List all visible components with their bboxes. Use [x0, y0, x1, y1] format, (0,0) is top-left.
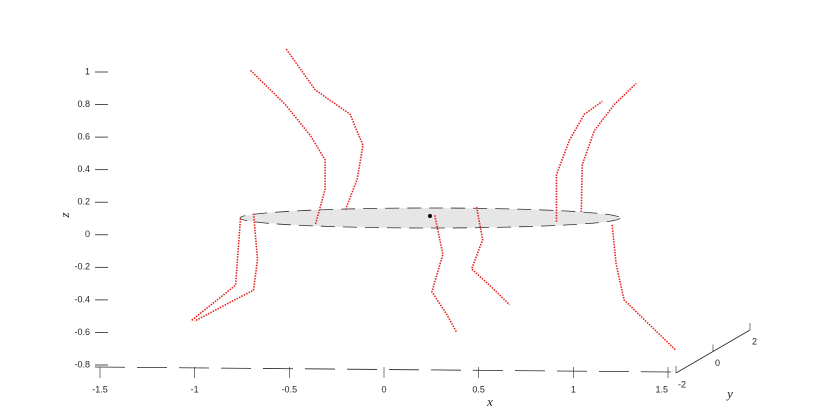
curve — [580, 82, 637, 213]
y-tick-label: 2 — [752, 336, 757, 346]
curve — [194, 213, 259, 322]
z-tick-label: -0.6 — [74, 327, 90, 337]
curve — [555, 100, 603, 222]
center-dot — [428, 214, 432, 218]
z-tick-label: -0.2 — [74, 262, 90, 272]
curve — [249, 69, 326, 226]
curve — [285, 48, 364, 211]
x-label: x — [486, 394, 493, 409]
x-tick-label: -1 — [191, 384, 199, 394]
z-tick-label: -0.8 — [74, 359, 90, 369]
z-tick-label: 0.8 — [77, 99, 90, 109]
curve — [611, 224, 677, 351]
x-tick-label: 1 — [571, 384, 576, 394]
x-axis — [94, 366, 673, 373]
z-tick-label: 1 — [85, 66, 90, 76]
z-tick-label: 0.2 — [77, 197, 90, 207]
z-label: z — [57, 212, 72, 218]
z-tick-label: -0.4 — [74, 294, 90, 304]
x-tick-label: 1.5 — [655, 384, 668, 394]
x-tick-label: -0.5 — [282, 384, 298, 394]
y-tick-label: -2 — [678, 379, 686, 389]
z-tick-label: 0.4 — [77, 164, 90, 174]
y-label: y — [725, 386, 733, 401]
x-tick-label: 0 — [381, 384, 386, 394]
x-tick-label: -1.5 — [92, 384, 108, 394]
curve — [190, 218, 242, 322]
curve — [431, 215, 458, 333]
curve — [470, 206, 511, 306]
z-tick-label: 0.6 — [77, 131, 90, 141]
z-tick-label: 0 — [85, 229, 90, 239]
x-tick-label: 0.5 — [472, 384, 485, 394]
y-tick-label: 0 — [715, 358, 720, 368]
